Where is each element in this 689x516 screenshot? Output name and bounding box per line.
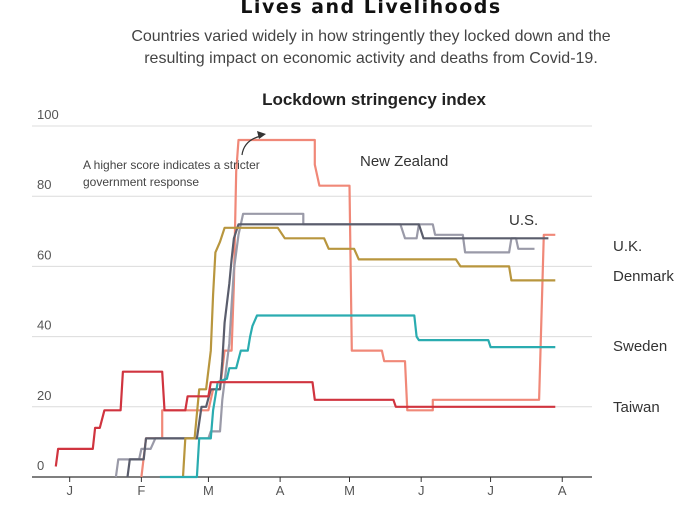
x-tick-label: A [558, 483, 567, 498]
page-title: Lives and Livelihoods [240, 0, 502, 18]
x-tick-label: F [137, 483, 145, 498]
series-label-new-zealand: New Zealand [360, 153, 448, 170]
grid-lines [32, 125, 592, 408]
subtitle-line-1: Countries varied widely in how stringent… [131, 28, 611, 45]
y-axis-ticks: 0 20 40 60 80 100 [37, 107, 59, 473]
series-line-u-k [126, 223, 549, 478]
annotation-arrow [241, 135, 262, 156]
series-line-u-s [114, 212, 535, 478]
x-tick-label: J [66, 483, 73, 498]
y-tick-label: 40 [37, 318, 51, 333]
y-tick-label: 60 [37, 247, 51, 262]
annotation: A higher score indicates a stricter gove… [83, 131, 266, 189]
series-labels: New Zealand U.S. U.K. Denmark Sweden Taiwan [360, 153, 674, 416]
x-tick-label: M [344, 483, 355, 498]
series-label-sweden: Sweden [613, 338, 667, 355]
x-tick-label: M [203, 483, 214, 498]
series-lines [54, 138, 556, 479]
series-label-denmark: Denmark [613, 268, 674, 285]
series-line-denmark [181, 226, 556, 478]
y-tick-label: 0 [37, 458, 44, 473]
series-label-taiwan: Taiwan [613, 399, 660, 416]
series-line-new-zealand [140, 138, 556, 478]
series-label-u-k: U.K. [613, 238, 642, 255]
x-tick-label: J [487, 483, 494, 498]
annotation-arrowhead [257, 131, 266, 139]
series-line-taiwan [54, 370, 556, 467]
y-tick-label: 20 [37, 388, 51, 403]
y-tick-label: 100 [37, 107, 59, 122]
series-label-u-s: U.S. [509, 212, 538, 229]
x-tick-label: A [276, 483, 285, 498]
series-line-sweden [159, 314, 556, 479]
page-subtitle: Countries varied widely in how stringent… [0, 26, 689, 70]
y-tick-label: 80 [37, 177, 51, 192]
subtitle-line-2: resulting impact on economic activity an… [144, 50, 598, 67]
x-tick-label: J [418, 483, 425, 498]
annotation-line-2: government response [83, 175, 199, 189]
annotation-line-1: A higher score indicates a stricter [83, 158, 260, 172]
chart-title: Lockdown stringency index [262, 90, 486, 109]
